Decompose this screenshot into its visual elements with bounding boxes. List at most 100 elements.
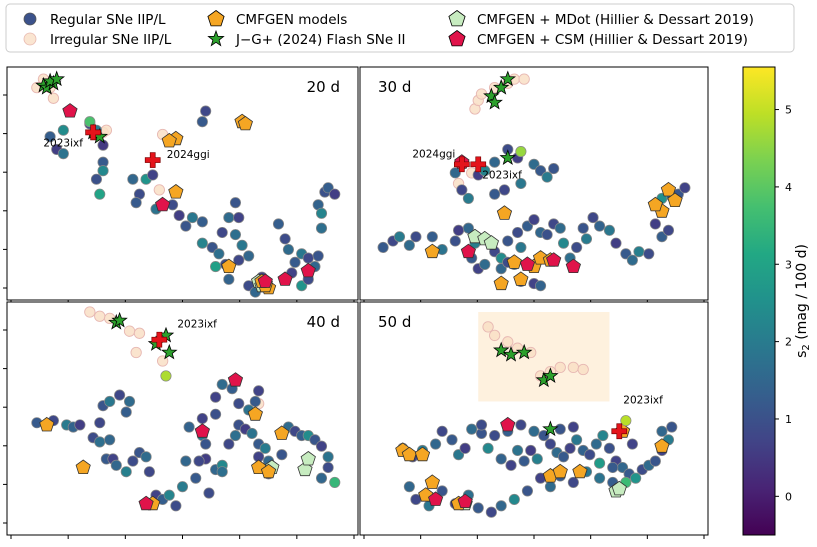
regular-point (329, 476, 341, 488)
panel-1: 2024ggi 2023ixf 20 d (3, 66, 359, 304)
regular-point (515, 241, 527, 253)
csm-model (500, 416, 516, 432)
colorbar-label: s2 (mag / 100 d) (794, 244, 812, 358)
highlight-2023ixf-marker (85, 124, 101, 141)
regular-point (110, 459, 122, 471)
regular-point (662, 224, 675, 236)
regular-point (243, 250, 255, 262)
colorbar-tick-label: 1 (785, 413, 792, 426)
regular-point (515, 419, 527, 431)
y-ticks (3, 94, 7, 289)
regular-point (216, 378, 228, 390)
regular-point (120, 466, 132, 478)
regular-point (630, 472, 642, 484)
highlight-2024ggi-label: 2024ggi (412, 148, 455, 160)
cmfgen-model (414, 446, 431, 462)
cmfgen-model (424, 474, 440, 489)
regular-point (210, 261, 222, 273)
regular-point (580, 233, 593, 245)
regular-point (449, 235, 461, 247)
regular-point (531, 453, 543, 465)
regular-point (436, 425, 448, 437)
flash-observation (515, 146, 527, 158)
x-ticks (10, 535, 355, 539)
irregular-point (567, 361, 580, 374)
regular-point (535, 280, 547, 292)
irregular-point (554, 361, 566, 374)
irregular-point (153, 184, 165, 196)
regular-point (104, 434, 116, 446)
csm-model (257, 273, 273, 288)
flash-observation (160, 370, 172, 382)
regular-point (466, 423, 478, 435)
legend-marker-jg (207, 29, 225, 47)
regular-point (229, 197, 242, 209)
regular-point (472, 502, 484, 514)
irregular-point (577, 363, 589, 376)
regular-point (446, 434, 458, 446)
cmfgen-model (274, 425, 290, 440)
regular-point (276, 449, 288, 461)
regular-point (233, 212, 245, 224)
regular-point (426, 231, 438, 243)
cmfgen-model (493, 275, 509, 291)
legend-entry-jg: J−G+ (2024) Flash SNe II (207, 29, 405, 48)
flash-sn-star (502, 345, 520, 362)
regular-point (216, 226, 228, 239)
highlight-2023ixf-label: 2023ixf (623, 394, 663, 406)
regular-point (315, 222, 328, 234)
csm-model (457, 493, 473, 509)
regular-point (200, 438, 212, 450)
regular-point (259, 442, 271, 454)
highlight-2023ixf-label: 2023ixf (43, 137, 83, 149)
regular-point (74, 419, 86, 431)
panels: 2024ggi 2023ixf 20 d 2024ggi 2023ixf 30 d 2023… (3, 66, 709, 539)
regular-point (571, 241, 583, 253)
regular-point (410, 231, 422, 243)
irregular-point (47, 92, 60, 104)
flash-sn-star (160, 343, 178, 360)
panel-label: 40 d (307, 313, 340, 331)
regular-point (127, 455, 139, 467)
cmfgen-model (247, 406, 263, 421)
regular-point (216, 466, 228, 478)
regular-point (123, 395, 136, 408)
cmfgen-model (237, 115, 253, 131)
legend-marker-irregular (23, 32, 37, 46)
regular-point (521, 485, 533, 497)
colorbar-tick-label: 4 (785, 181, 792, 194)
legend-entry-mdot: CMFGEN + MDot (Hillier & Dessart 2019) (448, 10, 754, 28)
regular-point (229, 229, 242, 241)
regular-point (193, 455, 205, 467)
regular-point (594, 457, 606, 469)
legend-label-cmfgen: CMFGEN models (236, 12, 347, 28)
regular-point (315, 440, 328, 452)
regular-point (643, 248, 655, 260)
regular-point (329, 188, 341, 200)
regular-point (594, 220, 606, 232)
regular-point (554, 222, 566, 234)
regular-point (528, 425, 540, 437)
regular-point (508, 493, 520, 505)
regular-point (403, 481, 415, 493)
regular-point (315, 207, 328, 219)
regular-point (666, 421, 678, 433)
regular-point (479, 258, 491, 270)
regular-point (679, 182, 691, 194)
cmfgen-model (647, 196, 663, 212)
flash-sn-star (542, 367, 559, 383)
cmfgen-model (572, 463, 588, 479)
legend-entry-cmfgen: CMFGEN models (207, 10, 347, 28)
regular-point (597, 429, 609, 442)
regular-point (176, 481, 189, 493)
regular-point (548, 163, 560, 175)
legend-entry-csm: CMFGEN + CSM (Hillier & Dessart 2019) (448, 30, 748, 48)
regular-point (94, 188, 106, 200)
cmfgen-model (401, 446, 417, 462)
legend-marker-csm (448, 30, 466, 47)
regular-point (94, 417, 106, 429)
regular-point (571, 434, 583, 446)
regular-point (322, 461, 334, 474)
regular-point (541, 229, 553, 241)
cmfgen-model (168, 184, 184, 199)
